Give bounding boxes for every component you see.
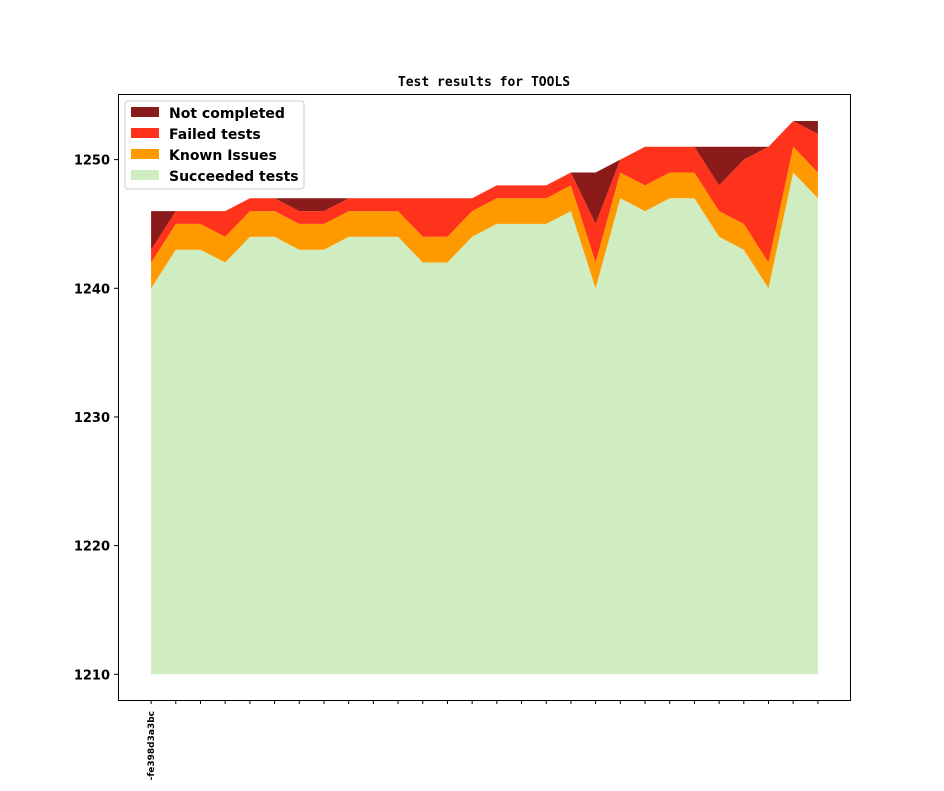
legend-label-known-issues: Known Issues <box>169 148 277 164</box>
y-tick-label: 1250 <box>74 154 110 169</box>
areas-group <box>151 121 818 675</box>
legend-swatch-succeeded-tests <box>131 170 159 180</box>
y-tick-label: 1240 <box>74 282 110 297</box>
x-tick-label: -fe398d3a3bc <box>147 711 157 780</box>
y-tick-label: 1210 <box>74 668 110 683</box>
legend-swatch-failed-tests <box>131 128 159 138</box>
y-tick-label: 1220 <box>74 540 110 555</box>
legend: Not completed Failed tests Known Issues … <box>124 100 305 190</box>
legend-label-succeeded-tests: Succeeded tests <box>169 169 299 185</box>
legend-frame <box>124 100 305 190</box>
plot-frame <box>118 94 851 701</box>
chart-title: Test results for TOOLS <box>398 75 570 90</box>
legend-label-not-completed: Not completed <box>169 106 285 122</box>
area-known-issues <box>151 146 818 289</box>
y-tick-label: 1230 <box>74 411 110 426</box>
legend-label-failed-tests: Failed tests <box>169 127 261 143</box>
area-failed-tests <box>151 121 818 263</box>
x-axis: -fe398d3a3bc <box>147 700 819 780</box>
legend-swatch-not-completed <box>131 107 159 117</box>
area-succeeded-tests <box>151 172 818 675</box>
y-axis: 1210 1220 1230 1240 1250 <box>74 154 118 683</box>
legend-swatch-known-issues <box>131 149 159 159</box>
